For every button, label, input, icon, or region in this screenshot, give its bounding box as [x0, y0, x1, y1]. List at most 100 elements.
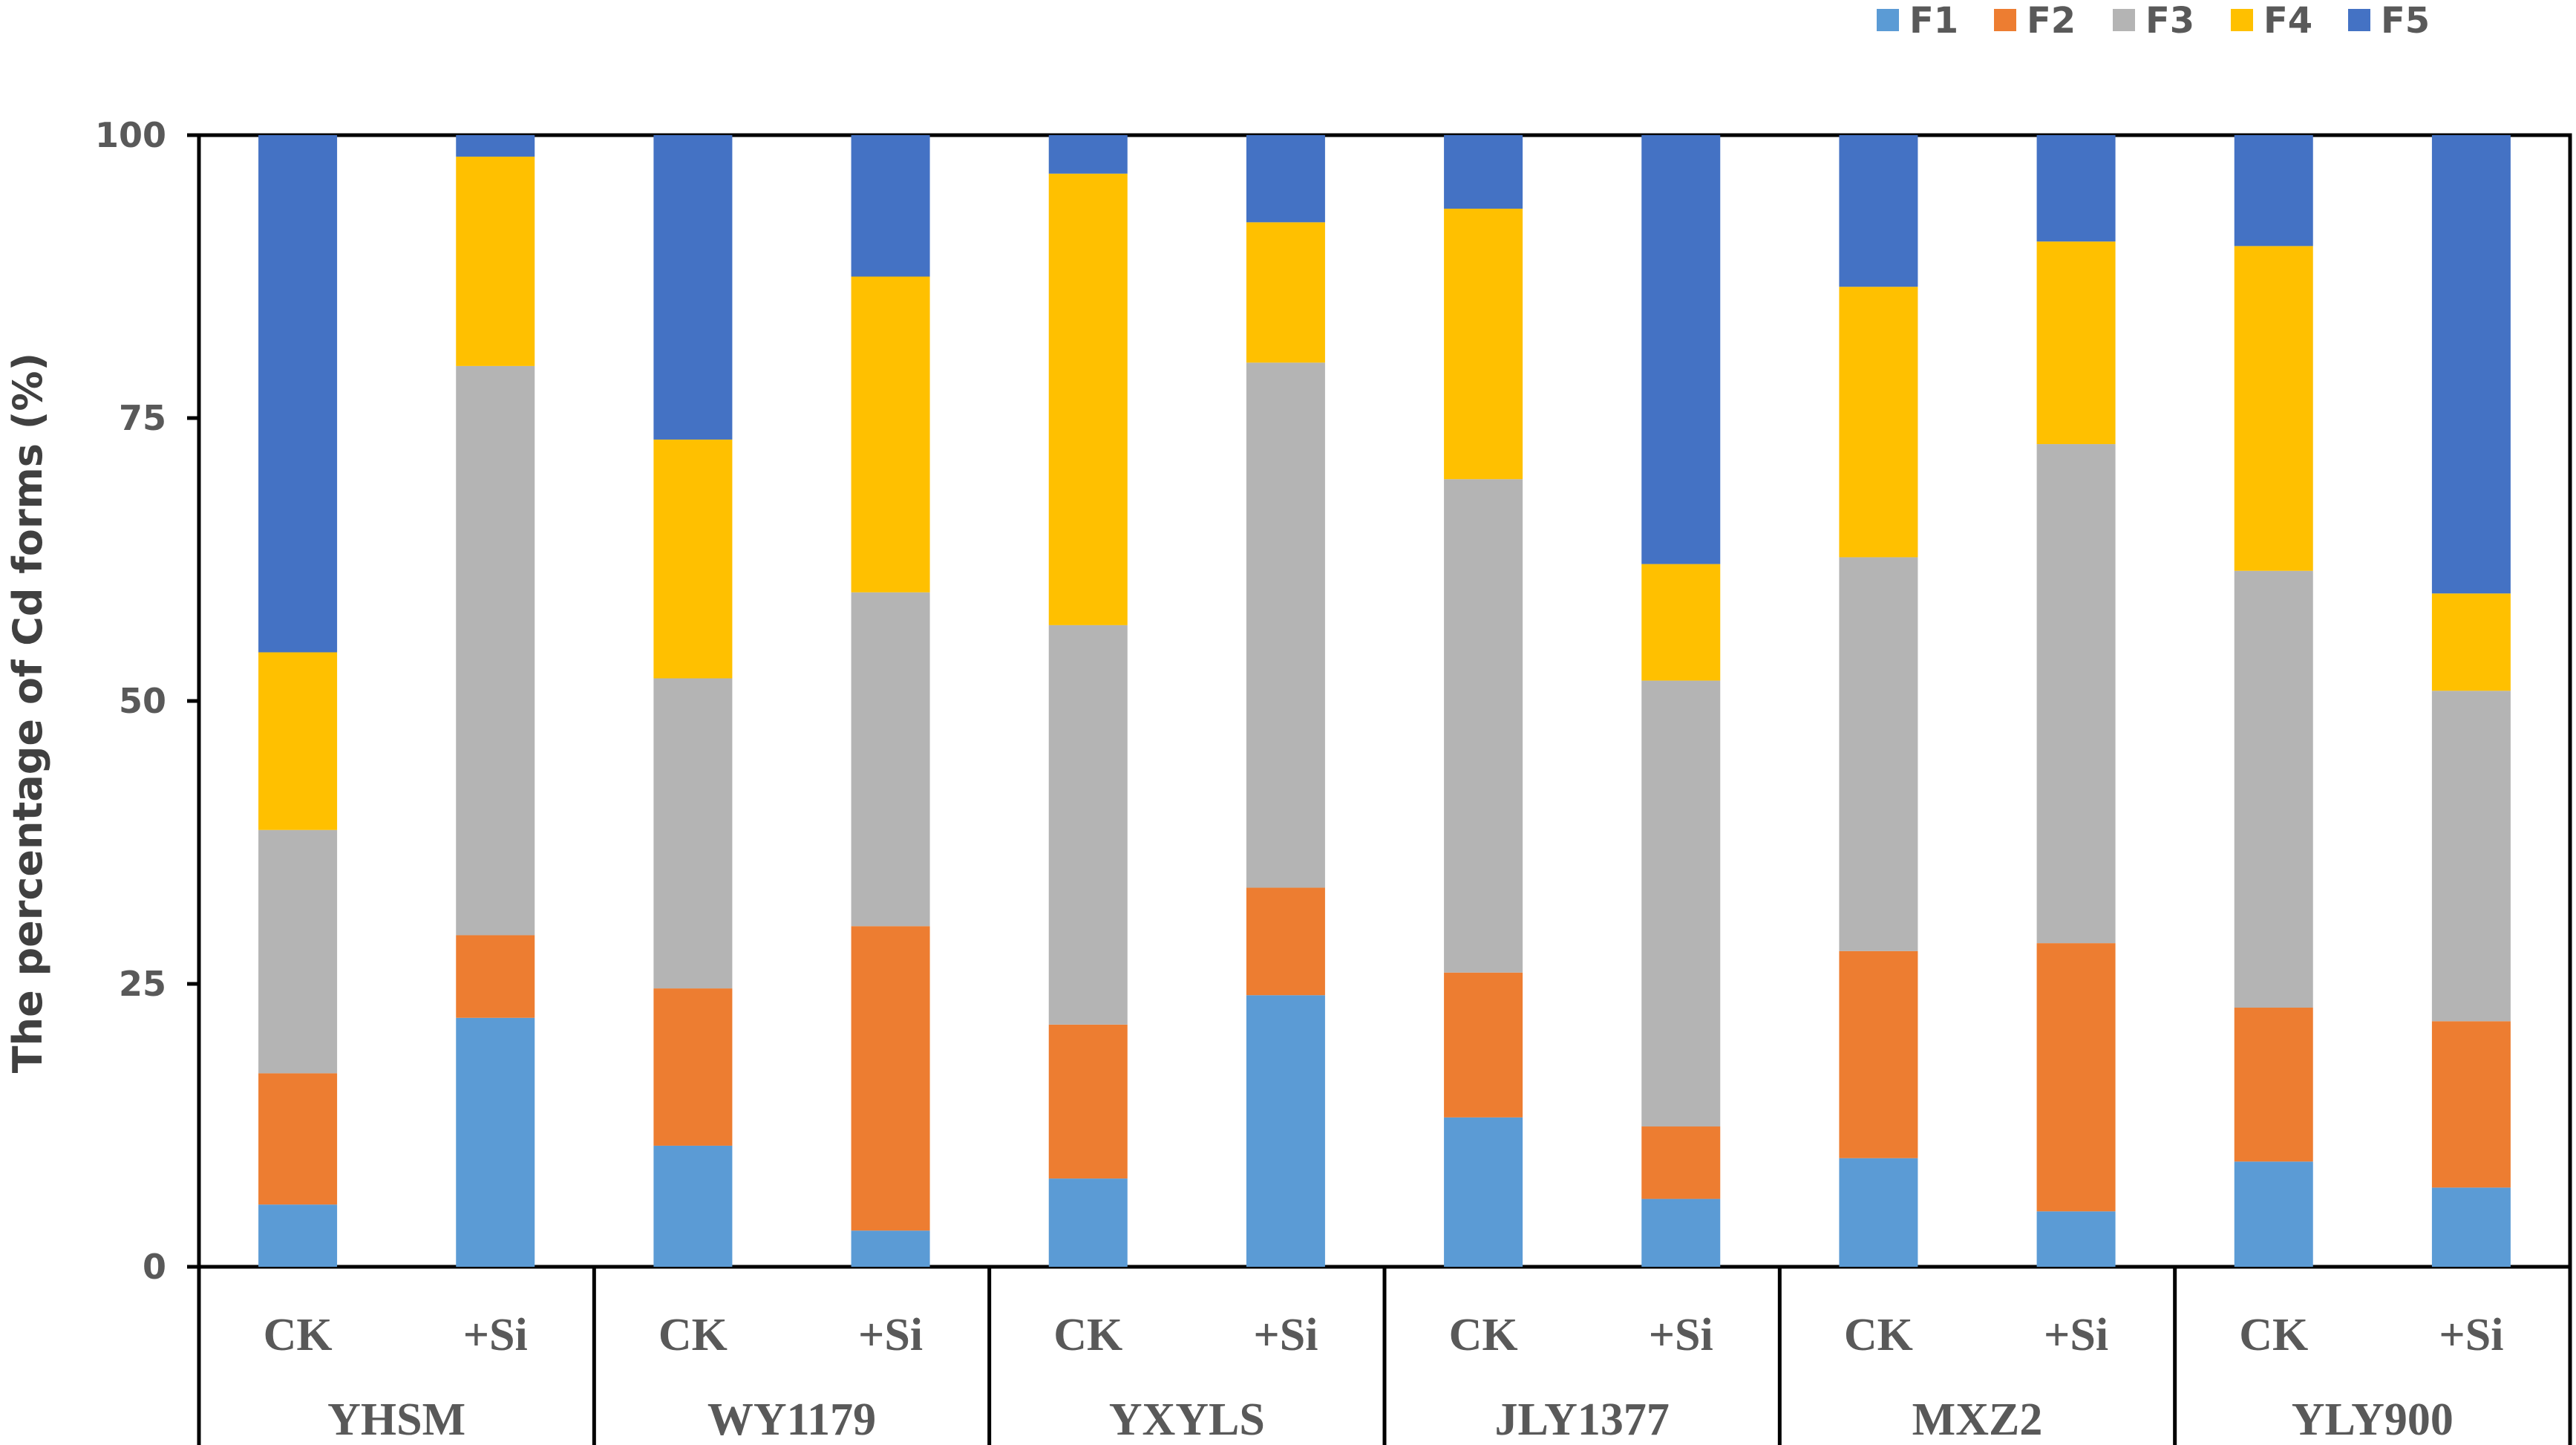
bar-f4-11 [2234, 246, 2313, 571]
bar-f2-5 [1048, 1024, 1128, 1179]
bar-f5-8 [1641, 135, 1721, 564]
bar-f5-2 [456, 135, 535, 157]
bar-f5-11 [2234, 135, 2313, 247]
legend-swatch-f2 [1994, 9, 2016, 31]
bar-f2-9 [1839, 950, 1918, 1158]
bar-f4-5 [1048, 173, 1128, 625]
legend-label-f5: F5 [2381, 0, 2430, 42]
y-tick-label: 75 [119, 398, 166, 438]
bar-f3-2 [456, 365, 535, 936]
x-category-label: +Si [2044, 1310, 2108, 1360]
legend-label-f2: F2 [2027, 0, 2076, 42]
x-group-label: JLY1377 [1494, 1395, 1669, 1445]
bar-f1-5 [1048, 1178, 1128, 1267]
bar-f3-1 [258, 829, 338, 1074]
legend-swatch-f5 [2348, 9, 2370, 31]
legend-swatch-f3 [2113, 9, 2135, 31]
legend-swatch-f1 [1877, 9, 1899, 31]
bar-f5-4 [851, 135, 930, 277]
bar-f2-11 [2234, 1008, 2313, 1162]
x-group-label: YHSM [327, 1395, 465, 1445]
bar-f2-10 [2036, 943, 2116, 1212]
plot-area [197, 133, 2572, 1269]
bar-f3-6 [1246, 362, 1325, 888]
plot-border [197, 133, 2572, 1269]
bar-f1-6 [1246, 995, 1325, 1267]
bar-f1-3 [653, 1145, 733, 1267]
x-category-label: CK [2239, 1310, 2308, 1360]
bar-f3-5 [1048, 624, 1128, 1025]
legend: F1 F2 F3 F4 F5 [1877, 0, 2430, 42]
bar-f2-12 [2431, 1021, 2511, 1188]
bar-f5-12 [2431, 135, 2511, 594]
bar-f4-9 [1839, 287, 1918, 558]
x-axis: CK +Si CK +Si CK +Si CK +Si CK +Si CK +Si YHSM WY1179… [197, 1267, 2572, 1445]
bar-f1-12 [2431, 1187, 2511, 1267]
x-category-label: +Si [463, 1310, 528, 1360]
x-group-label: YLY900 [2292, 1395, 2454, 1445]
x-category-label: CK [264, 1310, 333, 1360]
bar-f4-4 [851, 276, 930, 593]
bar-f3-7 [1444, 479, 1523, 973]
bar-f4-3 [653, 439, 733, 679]
bar-f3-3 [653, 678, 733, 989]
bar-f4-12 [2431, 593, 2511, 691]
bar-f5-10 [2036, 135, 2116, 242]
bar-f1-7 [1444, 1117, 1523, 1267]
y-tick-label: 100 [95, 115, 166, 155]
bar-f3-8 [1641, 680, 1721, 1127]
bar-f3-4 [851, 592, 930, 927]
bar-f1-4 [851, 1230, 930, 1267]
bars-layer [258, 135, 2511, 1267]
bar-f1-8 [1641, 1198, 1721, 1267]
bar-f4-8 [1641, 564, 1721, 681]
bar-f2-8 [1641, 1126, 1721, 1199]
y-axis-title: The percentage of Cd forms (%) [4, 353, 51, 1073]
bar-f3-12 [2431, 691, 2511, 1022]
bar-f1-9 [1839, 1158, 1918, 1267]
bar-f2-3 [653, 988, 733, 1146]
x-category-label: CK [1449, 1310, 1518, 1360]
x-category-label: CK [1053, 1310, 1122, 1360]
bar-f5-7 [1444, 135, 1523, 209]
bar-f5-5 [1048, 135, 1128, 174]
bar-f5-6 [1246, 135, 1325, 223]
bar-f2-2 [456, 935, 535, 1018]
bar-f5-1 [258, 135, 338, 653]
x-category-label: +Si [1253, 1310, 1318, 1360]
x-category-label: +Si [858, 1310, 923, 1360]
bar-f1-2 [456, 1017, 535, 1267]
y-tick-label: 25 [119, 964, 166, 1004]
bar-f3-10 [2036, 444, 2116, 944]
bar-f4-10 [2036, 241, 2116, 445]
x-category-label: CK [1844, 1310, 1913, 1360]
x-category-label: +Si [2439, 1310, 2503, 1360]
bar-f2-6 [1246, 887, 1325, 996]
bar-f2-1 [258, 1073, 338, 1205]
legend-label-f4: F4 [2263, 0, 2312, 42]
bar-f3-11 [2234, 570, 2313, 1008]
x-category-label: +Si [1649, 1310, 1713, 1360]
bar-f1-10 [2036, 1211, 2116, 1267]
bar-f1-11 [2234, 1161, 2313, 1267]
legend-swatch-f4 [2231, 9, 2253, 31]
bar-f3-9 [1839, 557, 1918, 951]
legend-label-f3: F3 [2145, 0, 2194, 42]
y-tick-label: 50 [119, 681, 166, 721]
y-axis: 0 25 50 75 100 [95, 115, 199, 1287]
legend-label-f1: F1 [1909, 0, 1958, 42]
bar-f5-9 [1839, 135, 1918, 287]
bar-f2-7 [1444, 972, 1523, 1118]
x-category-label: CK [658, 1310, 728, 1360]
bar-f1-1 [258, 1204, 338, 1267]
x-group-label: WY1179 [707, 1395, 876, 1445]
bar-f4-6 [1246, 222, 1325, 363]
bar-f4-2 [456, 156, 535, 366]
bar-f4-7 [1444, 209, 1523, 480]
x-group-label: YXYLS [1109, 1395, 1265, 1445]
y-tick-label: 0 [143, 1247, 166, 1287]
bar-f2-4 [851, 926, 930, 1231]
bar-f5-3 [653, 135, 733, 440]
x-group-label: MXZ2 [1912, 1395, 2043, 1445]
